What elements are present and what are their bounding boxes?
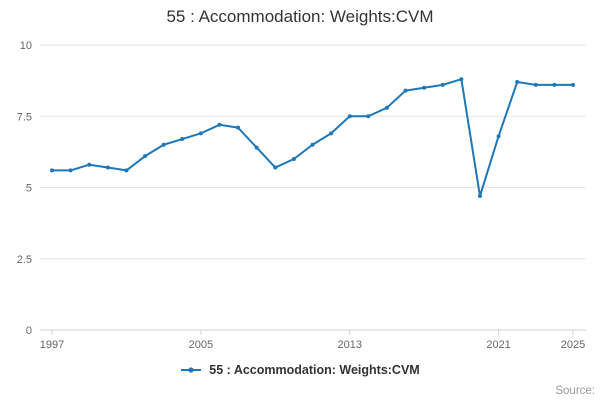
data-point-marker xyxy=(384,105,389,110)
data-point-marker xyxy=(571,82,575,87)
data-point-marker xyxy=(105,165,110,170)
data-point-marker xyxy=(124,168,129,173)
legend-marker-icon xyxy=(180,364,202,376)
data-point-marker xyxy=(533,82,538,87)
data-point-marker xyxy=(180,137,185,142)
x-tick-label: 2013 xyxy=(337,339,361,351)
data-point-marker xyxy=(50,168,54,173)
legend-label: 55 : Accommodation: Weights:CVM xyxy=(209,363,420,377)
data-point-marker xyxy=(291,157,296,161)
y-tick-label: 0 xyxy=(26,325,32,337)
data-point-marker xyxy=(366,114,371,119)
data-point-marker xyxy=(422,85,427,90)
data-point-marker xyxy=(217,122,222,127)
x-tick-label: 2021 xyxy=(486,339,510,351)
data-point-marker xyxy=(273,165,278,170)
x-tick-label: 2025 xyxy=(561,339,585,351)
data-point-marker xyxy=(552,82,557,87)
y-tick-label: 10 xyxy=(20,40,32,52)
data-point-marker xyxy=(198,131,203,136)
chart-title: 55 : Accommodation: Weights:CVM xyxy=(166,7,434,26)
data-point-marker xyxy=(477,194,482,199)
x-tick-label: 2005 xyxy=(189,339,213,351)
data-point-marker xyxy=(515,80,520,85)
data-point-marker xyxy=(310,142,315,147)
data-point-marker xyxy=(440,82,445,87)
data-point-marker xyxy=(236,125,241,130)
data-point-marker xyxy=(68,168,73,173)
data-point-marker xyxy=(459,77,464,82)
plot-area: 0 2.5 5 7.5 10 1997 2005 2013 2021 2025 xyxy=(17,40,586,351)
y-tick-label: 2.5 xyxy=(17,254,32,266)
data-point-marker xyxy=(254,145,259,150)
series-line xyxy=(51,78,574,198)
legend-item[interactable]: 55 : Accommodation: Weights:CVM xyxy=(0,363,600,377)
data-point-marker xyxy=(161,142,166,147)
data-point-marker xyxy=(329,131,334,136)
data-point-marker xyxy=(496,134,501,139)
data-point-marker xyxy=(87,162,92,167)
x-tick-label: 1997 xyxy=(40,339,64,351)
data-point-marker xyxy=(143,154,148,159)
y-tick-label: 7.5 xyxy=(17,111,32,123)
source-label: Source: xyxy=(555,385,595,397)
data-point-marker xyxy=(403,88,408,93)
y-tick-label: 5 xyxy=(26,183,32,195)
data-point-marker xyxy=(347,114,352,119)
